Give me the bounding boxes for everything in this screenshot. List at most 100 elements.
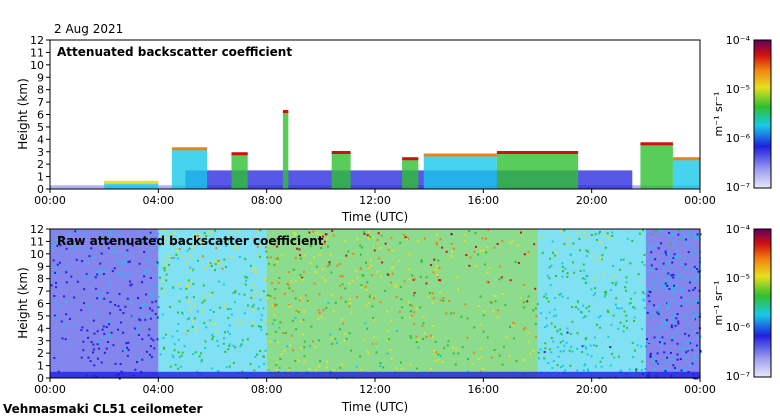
noise-speckle	[412, 294, 415, 297]
noise-speckle	[584, 278, 587, 281]
noise-speckle	[175, 249, 178, 252]
noise-speckle	[159, 276, 162, 279]
noise-speckle	[563, 243, 566, 246]
noise-speckle	[585, 249, 588, 252]
noise-speckle	[479, 295, 482, 298]
noise-speckle	[386, 329, 389, 332]
noise-speckle	[413, 277, 416, 280]
noise-speckle	[576, 299, 579, 302]
x-axis-label-1: Time (UTC)	[341, 210, 408, 224]
noise-speckle	[519, 297, 522, 300]
noise-speckle	[455, 347, 458, 350]
noise-speckle	[648, 256, 651, 259]
noise-speckle	[314, 368, 317, 371]
noise-speckle	[107, 333, 110, 336]
noise-speckle	[75, 239, 78, 242]
noise-speckle	[439, 238, 442, 241]
noise-speckle	[424, 237, 427, 240]
y-tick-label: 10	[30, 59, 44, 72]
noise-speckle	[663, 368, 666, 371]
y-tick-label: 0	[37, 372, 44, 385]
noise-speckle	[126, 346, 129, 349]
noise-speckle	[149, 307, 152, 310]
noise-speckle	[263, 362, 266, 365]
noise-speckle	[359, 253, 362, 256]
noise-speckle	[72, 248, 75, 251]
noise-speckle	[648, 268, 651, 271]
noise-speckle	[162, 267, 165, 270]
noise-speckle	[479, 250, 482, 253]
noise-speckle	[167, 263, 170, 266]
noise-speckle	[254, 268, 257, 271]
noise-speckle	[348, 297, 351, 300]
noise-speckle	[189, 280, 192, 283]
noise-speckle	[101, 291, 104, 294]
noise-speckle	[493, 294, 496, 297]
noise-speckle	[409, 335, 412, 338]
noise-speckle	[119, 308, 122, 311]
noise-speckle	[71, 238, 74, 241]
noise-speckle	[328, 263, 331, 266]
noise-speckle	[331, 337, 334, 340]
noise-speckle	[252, 296, 255, 299]
noise-speckle	[144, 318, 147, 321]
noise-speckle	[694, 286, 697, 289]
noise-speckle	[234, 346, 237, 349]
cloud-column	[331, 152, 351, 189]
noise-speckle	[671, 339, 674, 342]
noise-speckle	[227, 308, 230, 311]
noise-speckle	[582, 316, 585, 319]
noise-speckle	[659, 313, 662, 316]
noise-speckle	[161, 313, 164, 316]
noise-speckle	[276, 245, 279, 248]
noise-speckle	[209, 231, 212, 234]
noise-speckle	[267, 296, 270, 299]
noise-speckle	[668, 260, 671, 263]
cloud-column	[104, 182, 159, 189]
noise-speckle	[588, 305, 591, 308]
noise-speckle	[199, 233, 202, 236]
noise-speckle	[62, 295, 65, 298]
noise-speckle	[544, 347, 547, 350]
noise-speckle	[260, 314, 263, 317]
noise-speckle	[256, 254, 259, 257]
noise-speckle	[695, 237, 698, 240]
noise-speckle	[87, 336, 90, 339]
noise-speckle	[233, 301, 236, 304]
noise-speckle	[279, 321, 282, 324]
noise-speckle	[678, 255, 681, 258]
noise-speckle	[188, 247, 191, 250]
noise-speckle	[251, 305, 254, 308]
noise-speckle	[433, 269, 436, 272]
noise-speckle	[566, 331, 569, 334]
noise-speckle	[432, 271, 435, 274]
noise-speckle	[672, 241, 675, 244]
noise-speckle	[560, 333, 563, 336]
noise-speckle	[583, 364, 586, 367]
noise-speckle	[693, 235, 696, 238]
noise-speckle	[155, 284, 158, 287]
noise-speckle	[240, 343, 243, 346]
noise-speckle	[105, 326, 108, 329]
noise-speckle	[169, 306, 172, 309]
noise-speckle	[473, 326, 476, 329]
noise-speckle	[654, 258, 657, 261]
noise-speckle	[614, 283, 617, 286]
noise-speckle	[599, 257, 602, 260]
noise-speckle	[227, 348, 230, 351]
noise-speckle	[55, 286, 58, 289]
noise-speckle	[225, 244, 228, 247]
noise-speckle	[246, 338, 249, 341]
noise-speckle	[252, 283, 255, 286]
noise-speckle	[327, 301, 330, 304]
noise-speckle	[625, 276, 628, 279]
noise-speckle	[137, 333, 140, 336]
noise-speckle	[604, 293, 607, 296]
noise-speckle	[632, 356, 635, 359]
noise-speckle	[555, 275, 558, 278]
noise-speckle	[584, 236, 587, 239]
noise-speckle	[54, 238, 57, 241]
noise-speckle	[126, 249, 129, 252]
noise-speckle	[633, 316, 636, 319]
noise-speckle	[674, 278, 677, 281]
